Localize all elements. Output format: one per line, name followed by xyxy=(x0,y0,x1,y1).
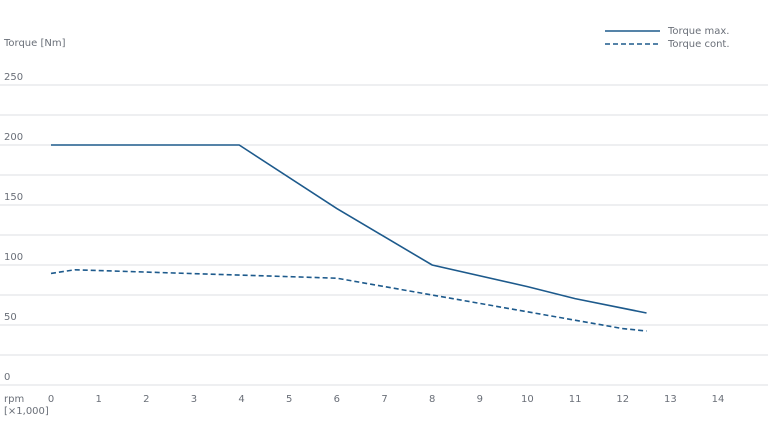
x-tick-label: 12 xyxy=(616,394,629,405)
x-tick-label: 14 xyxy=(712,394,725,405)
x-tick-label: 6 xyxy=(334,394,340,405)
y-axis-label: Torque [Nm] xyxy=(3,38,66,49)
x-axis-label: rpm xyxy=(4,394,24,405)
x-axis-unit: [×1,000] xyxy=(4,406,49,417)
x-tick-label: 7 xyxy=(381,394,387,405)
data-line xyxy=(50,268,647,332)
y-tick-label: 50 xyxy=(4,312,17,323)
x-tick-label: 1 xyxy=(95,394,101,405)
y-tick-label: 100 xyxy=(4,252,23,263)
x-tick-label: 0 xyxy=(48,394,54,405)
y-tick-label: 0 xyxy=(4,372,10,383)
x-tick-label: 13 xyxy=(664,394,677,405)
x-tick-label: 11 xyxy=(569,394,582,405)
y-tick-label: 200 xyxy=(4,132,23,143)
x-tick-label: 9 xyxy=(477,394,483,405)
x-tick-label: 8 xyxy=(429,394,435,405)
y-tick-label: 150 xyxy=(4,192,23,203)
x-tick-label: 2 xyxy=(143,394,149,405)
x-tick-label: 3 xyxy=(191,394,197,405)
x-tick-label: 4 xyxy=(238,394,244,405)
y-tick-label: 250 xyxy=(4,72,23,83)
x-tick-label: 10 xyxy=(521,394,534,405)
legend-label: Torque max. xyxy=(667,26,729,37)
x-tick-label: 5 xyxy=(286,394,292,405)
data-line xyxy=(51,144,647,314)
legend-label: Torque cont. xyxy=(667,39,730,50)
